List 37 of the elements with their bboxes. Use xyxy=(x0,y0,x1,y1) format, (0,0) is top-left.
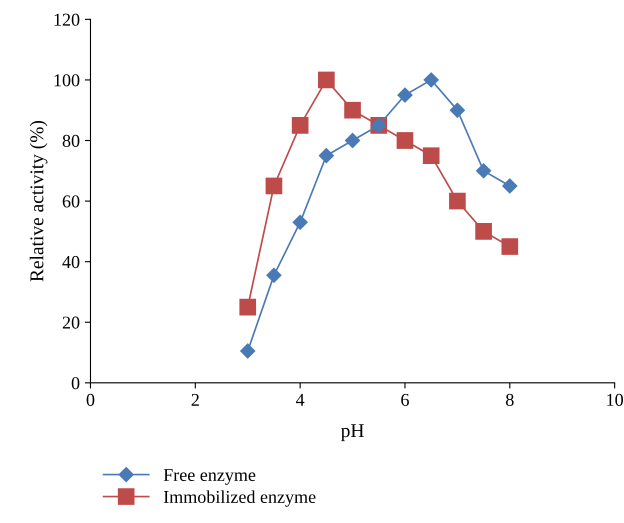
point xyxy=(476,162,492,179)
point xyxy=(240,343,256,359)
y-tick-label: 80 xyxy=(62,134,80,147)
point xyxy=(266,267,282,284)
point xyxy=(344,132,360,148)
y-tick-label: 40 xyxy=(62,256,80,268)
point xyxy=(396,132,414,149)
y-tick-label: 0 xyxy=(72,377,80,390)
legend-label: Immobilized enzyme xyxy=(164,490,316,507)
x-tick-label: 0 xyxy=(86,394,94,406)
y-axis-title: Relative activity (%) xyxy=(30,120,48,282)
point xyxy=(475,223,492,240)
point xyxy=(292,214,308,230)
x-tick-label: 8 xyxy=(506,394,514,406)
point xyxy=(501,238,518,255)
x-tick-label: 2 xyxy=(192,394,199,406)
x-axis-title: pH xyxy=(340,424,364,442)
point xyxy=(266,178,282,194)
point xyxy=(318,148,334,164)
x-tick-label: 10 xyxy=(607,394,623,406)
y-tick-label: 60 xyxy=(62,195,80,208)
point xyxy=(318,72,335,88)
point xyxy=(239,298,256,316)
point xyxy=(450,102,466,118)
point xyxy=(344,102,361,119)
point xyxy=(397,87,413,103)
point xyxy=(292,117,308,134)
legend-label: Free enzyme xyxy=(164,469,256,485)
y-tick-label: 20 xyxy=(62,316,80,329)
point xyxy=(422,147,440,164)
y-tick-label: 120 xyxy=(54,14,80,26)
point xyxy=(502,178,518,194)
y-tick-label: 100 xyxy=(54,74,80,86)
x-tick-label: 6 xyxy=(401,394,409,406)
point xyxy=(423,72,440,88)
x-tick-label: 4 xyxy=(296,394,304,406)
point xyxy=(449,192,466,210)
